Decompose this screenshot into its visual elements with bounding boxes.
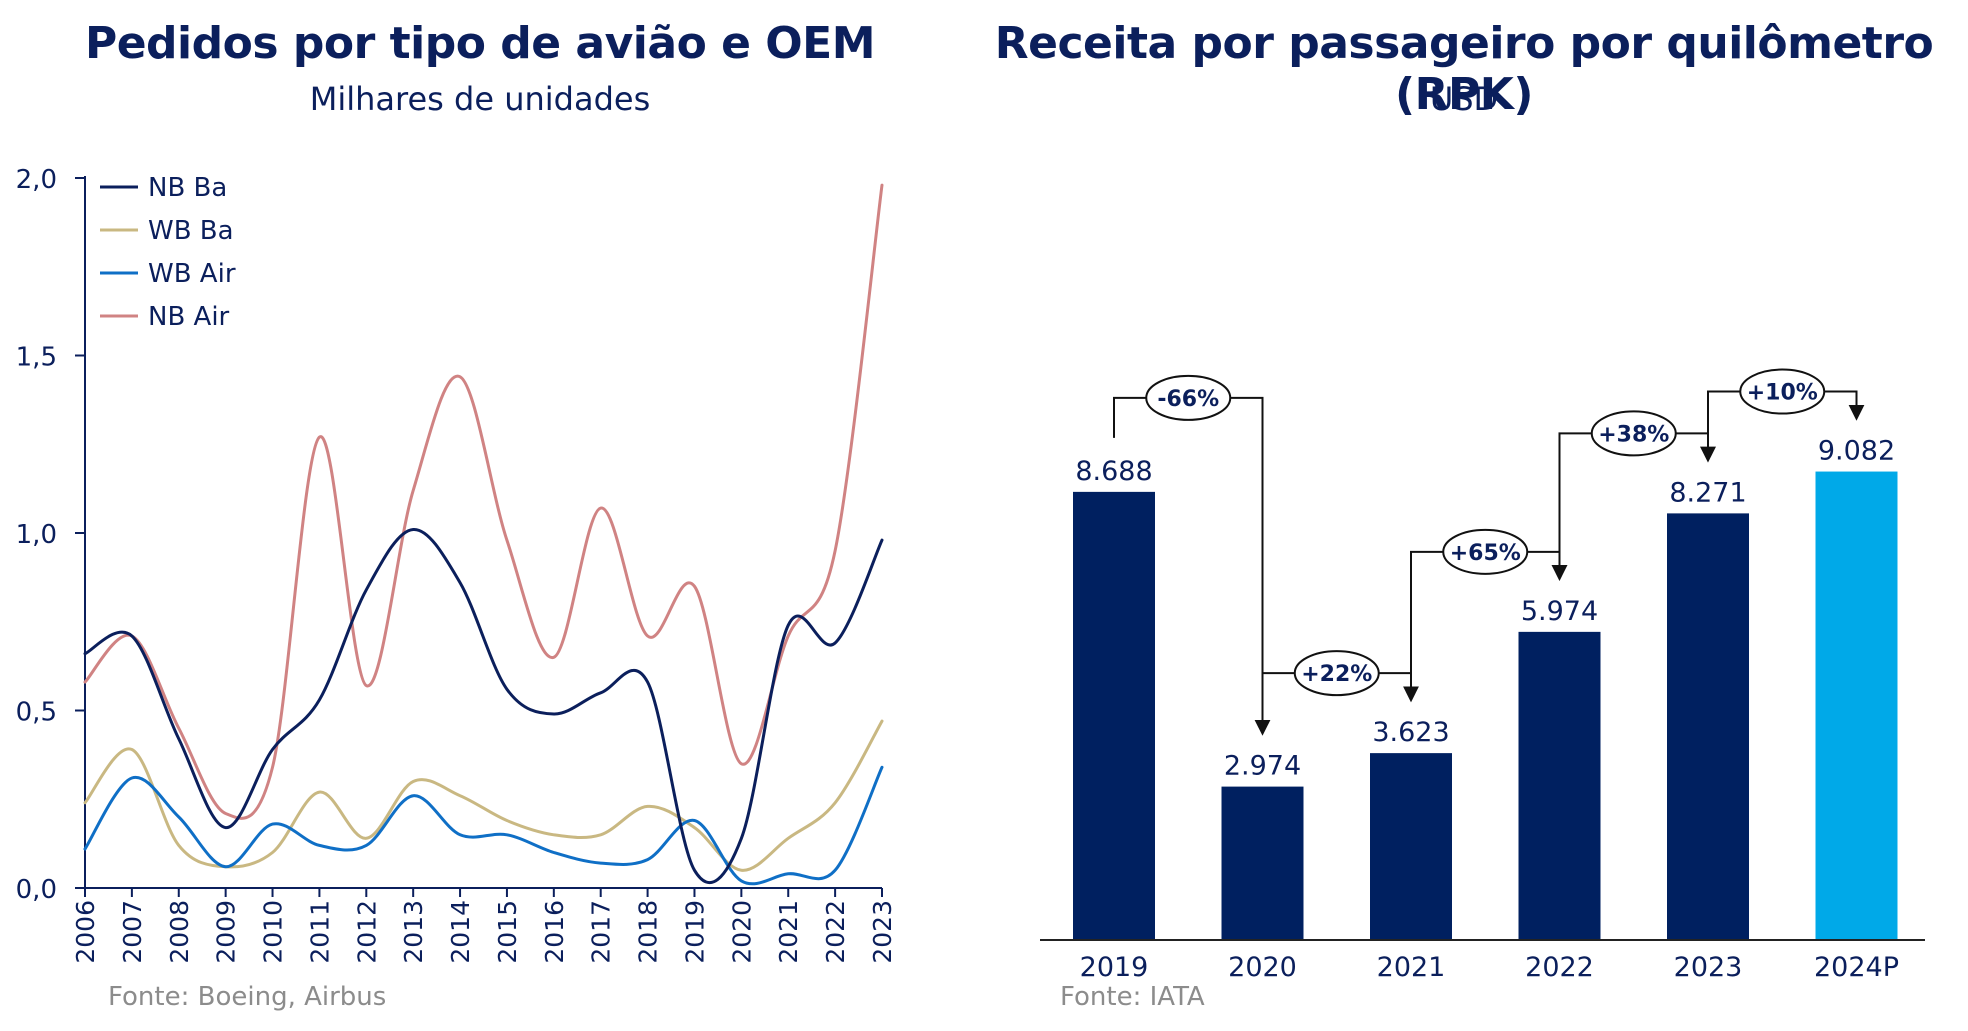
change-label: +10% xyxy=(1747,381,1818,406)
x-tick-label: 2019 xyxy=(680,900,709,964)
y-tick-label: 0,5 xyxy=(16,698,57,728)
rpk-chart-subtitle: USD xyxy=(1429,80,1499,118)
legend-label: NB Ba xyxy=(148,173,227,203)
x-tick-label: 2006 xyxy=(71,900,100,964)
bar-2020 xyxy=(1221,786,1304,940)
change-label: +65% xyxy=(1450,541,1521,566)
x-tick-label: 2018 xyxy=(634,900,663,964)
orders-chart-subtitle: Milhares de unidades xyxy=(309,80,651,118)
change-connector: +22% xyxy=(1261,650,1419,733)
change-badge xyxy=(1590,410,1677,457)
orders-chart-panel: Pedidos por tipo de avião e OEM Milhares… xyxy=(0,0,960,1031)
x-tick-label: 2011 xyxy=(305,900,334,964)
change-badge xyxy=(1739,368,1826,415)
series-line-wb-ba xyxy=(83,719,884,872)
x-tick-label: 2010 xyxy=(259,900,288,964)
x-tick-label: 2021 xyxy=(774,900,803,964)
rpk-chart-panel: Receita por passageiro por quilômetro (R… xyxy=(960,0,1968,1031)
series-line-nb-ba xyxy=(83,528,884,885)
y-tick-label: 2,0 xyxy=(16,165,57,195)
change-connector: +65% xyxy=(1410,528,1568,700)
change-badge xyxy=(1442,528,1529,575)
orders-chart-title: Pedidos por tipo de avião e OEM xyxy=(84,18,876,69)
x-tick-label: 2021 xyxy=(1377,952,1446,983)
rpk-chart-title: Receita por passageiro por quilômetro (R… xyxy=(994,18,1934,120)
bar-2019 xyxy=(1073,491,1155,940)
bar-value-label: 8.688 xyxy=(1075,456,1152,487)
y-tick-label: 0,0 xyxy=(16,875,57,905)
change-label: +38% xyxy=(1598,422,1669,447)
change-connector: -66% xyxy=(1113,374,1271,736)
bar-2024P xyxy=(1815,471,1898,940)
legend-label: WB Air xyxy=(148,259,236,289)
x-tick-label: 2007 xyxy=(118,900,147,964)
x-tick-label: 2009 xyxy=(212,900,241,964)
x-tick-label: 2022 xyxy=(821,900,850,964)
orders-chart-source: Fonte: Boeing, Airbus xyxy=(108,982,387,1012)
rpk-bar-chart: 8.688 2019 2.974 2020 3.623 2021 5.974 2022 8.27… xyxy=(1040,368,1925,983)
x-tick-label: 2023 xyxy=(1674,952,1743,983)
x-tick-label: 2013 xyxy=(399,900,428,964)
change-label: -66% xyxy=(1157,387,1219,412)
change-label: +22% xyxy=(1301,662,1372,687)
series-line-nb-air xyxy=(83,183,884,820)
x-tick-label: 2023 xyxy=(868,900,897,964)
orders-line-chart: 0,0 0,5 1,0 1,5 2,0 2006 2007 2008 2009 2010 2011 2… xyxy=(16,165,897,964)
x-tick-label: 2019 xyxy=(1080,952,1149,983)
bar-value-label: 9.082 xyxy=(1818,436,1895,467)
series-line-wb-air xyxy=(83,765,884,886)
change-connector: +38% xyxy=(1558,410,1716,578)
x-tick-label: 2012 xyxy=(352,900,381,964)
x-tick-label: 2016 xyxy=(540,900,569,964)
x-tick-label: 2008 xyxy=(165,900,194,964)
bar-2021 xyxy=(1370,753,1452,940)
x-tick-label: 2022 xyxy=(1525,952,1594,983)
bar-value-label: 3.623 xyxy=(1372,717,1449,748)
y-tick-label: 1,5 xyxy=(16,343,57,373)
legend-label: NB Air xyxy=(148,302,230,332)
x-tick-label: 2017 xyxy=(587,900,616,964)
x-tick-label: 2024P xyxy=(1814,952,1899,983)
x-tick-label: 2015 xyxy=(493,900,522,964)
change-connector: +10% xyxy=(1707,368,1865,460)
rpk-chart-source: Fonte: IATA xyxy=(1060,982,1205,1012)
bar-2022 xyxy=(1518,631,1601,940)
bar-value-label: 2.974 xyxy=(1224,751,1301,782)
bar-value-label: 8.271 xyxy=(1669,477,1746,508)
x-tick-label: 2014 xyxy=(446,900,475,964)
y-tick-label: 1,0 xyxy=(16,520,57,550)
x-tick-label: 2020 xyxy=(727,900,756,964)
change-badge xyxy=(1293,650,1380,697)
legend-label: WB Ba xyxy=(148,216,234,246)
bar-2023 xyxy=(1667,513,1749,940)
x-tick-label: 2020 xyxy=(1228,952,1297,983)
change-badge xyxy=(1145,374,1232,421)
bar-value-label: 5.974 xyxy=(1521,596,1598,627)
